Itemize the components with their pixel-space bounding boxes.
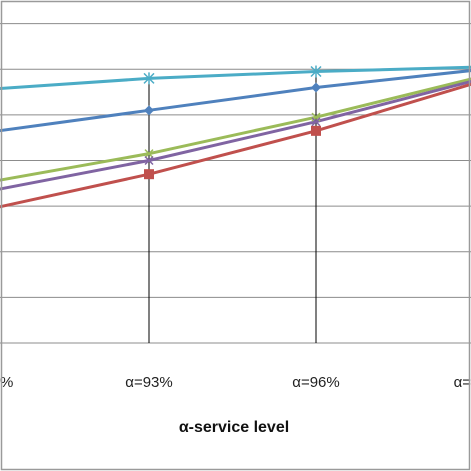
data-point bbox=[310, 65, 322, 78]
data-point bbox=[144, 105, 154, 116]
x-axis-title: α-service level bbox=[179, 419, 289, 436]
series-lines bbox=[0, 65, 471, 209]
data-point bbox=[143, 72, 155, 85]
data-point bbox=[311, 125, 321, 136]
series-line bbox=[0, 79, 471, 191]
series-line bbox=[0, 77, 471, 182]
data-point bbox=[311, 117, 321, 127]
series-line bbox=[0, 82, 471, 209]
x-tick-labels: % α=93% α=96% α= bbox=[0, 374, 471, 391]
category-drop-lines bbox=[148, 71, 317, 343]
x-tick-label: α=93% bbox=[125, 374, 172, 391]
data-point bbox=[311, 82, 321, 93]
x-tick-label: % bbox=[0, 374, 13, 391]
series-line bbox=[0, 65, 471, 91]
data-point bbox=[144, 169, 154, 180]
data-point bbox=[144, 149, 154, 159]
data-point bbox=[144, 155, 154, 166]
series-line bbox=[0, 69, 471, 133]
x-tick-label: α=96% bbox=[292, 374, 339, 391]
series-markers bbox=[143, 65, 322, 180]
gridlines bbox=[0, 23, 471, 344]
x-tick-label: α= bbox=[454, 374, 471, 391]
